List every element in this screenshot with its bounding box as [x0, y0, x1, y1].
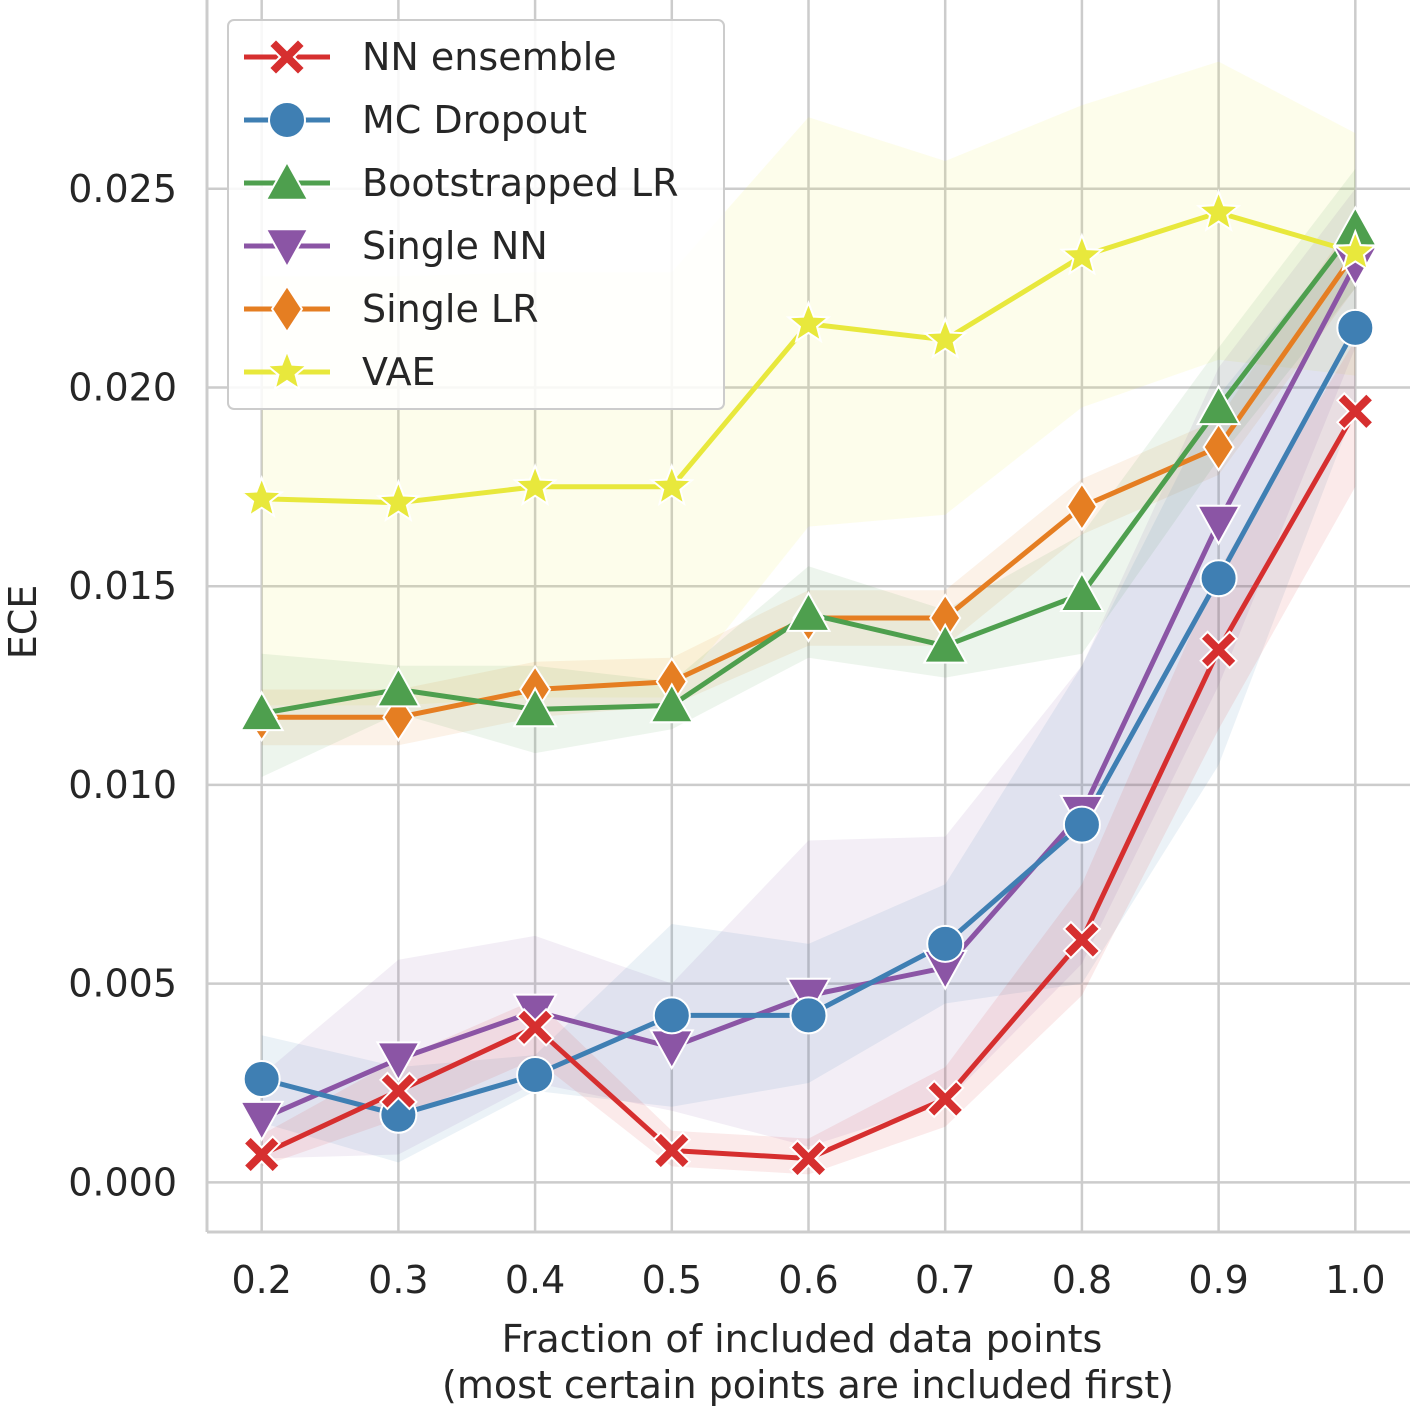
point-mc-dropout	[789, 996, 828, 1035]
point-nn-ensemble	[652, 1131, 692, 1170]
x-tick-label: 0.5	[642, 1258, 702, 1302]
y-tick-label: 0.000	[68, 1160, 177, 1204]
point-bootstrapped-lr	[922, 622, 968, 664]
point-bootstrapped-lr	[1195, 384, 1242, 426]
point-mc-dropout	[516, 1056, 555, 1095]
point-mc-dropout	[926, 924, 965, 963]
point-single-lr	[1202, 422, 1235, 472]
legend-label-vae: VAE	[362, 350, 436, 394]
point-nn-ensemble	[515, 1007, 555, 1047]
point-vae	[922, 316, 968, 360]
legend-label-single-nn: Single NN	[362, 224, 548, 268]
band-bootstrapped-lr	[261, 168, 1356, 777]
point-nn-ensemble	[789, 1139, 828, 1178]
legend-marker-bootstrapped-lr	[264, 159, 310, 201]
x-tick-label: 0.8	[1052, 1258, 1112, 1302]
point-nn-ensemble	[1335, 391, 1375, 431]
band-nn-ensemble	[261, 339, 1356, 1175]
point-mc-dropout	[1199, 559, 1238, 598]
point-nn-ensemble	[1062, 920, 1102, 960]
point-nn-ensemble	[1199, 630, 1239, 670]
y-axis-label: ECE	[1, 585, 45, 660]
legend-label-nn-ensemble: NN ensemble	[362, 35, 617, 79]
x-tick-label: 0.7	[915, 1258, 975, 1302]
legend-marker-vae	[264, 348, 310, 392]
point-vae	[375, 478, 422, 522]
point-single-nn	[375, 1041, 422, 1083]
y-tick-label: 0.010	[68, 763, 177, 807]
y-tick-label: 0.005	[68, 962, 177, 1006]
y-tick-label: 0.020	[68, 365, 177, 409]
legend: NN ensemble MC Dropout Bootstrapped LR Sing…	[227, 19, 725, 410]
band-vae	[261, 61, 1356, 706]
x-tick-label: 0.2	[231, 1258, 291, 1302]
point-nn-ensemble	[378, 1071, 418, 1111]
series-lines	[238, 188, 1379, 1178]
legend-label-single-lr: Single LR	[362, 287, 538, 331]
legend-box	[227, 19, 725, 410]
x-tick-label: 0.3	[368, 1258, 428, 1302]
y-tick-label: 0.025	[68, 167, 177, 211]
point-mc-dropout	[652, 996, 691, 1035]
point-vae	[1332, 228, 1378, 272]
point-single-nn	[238, 1100, 285, 1142]
point-vae	[785, 300, 832, 344]
point-nn-ensemble	[242, 1135, 282, 1174]
axes-frame	[205, 0, 1410, 1234]
point-single-lr	[1065, 481, 1099, 532]
legend-marker-mc-dropout	[268, 101, 306, 139]
point-bootstrapped-lr	[238, 690, 285, 732]
point-bootstrapped-lr	[785, 590, 832, 632]
point-bootstrapped-lr	[375, 666, 422, 708]
point-mc-dropout	[242, 1059, 281, 1098]
tick-labels: 0.2 0.3 0.4 0.5 0.6 0.7 0.8 0.9 1.0 0.000 0.005 0.0…	[68, 167, 1385, 1302]
band-mc-dropout	[261, 228, 1356, 1163]
x-tick-label: 0.4	[505, 1258, 565, 1302]
y-tick-label: 0.015	[68, 564, 177, 608]
x-axis-label-line2: (most certain points are included first)	[442, 1363, 1174, 1407]
point-bootstrapped-lr	[1059, 571, 1105, 612]
point-nn-ensemble	[925, 1079, 965, 1119]
point-vae	[239, 475, 285, 519]
point-vae	[1059, 232, 1105, 276]
band-single-nn	[261, 188, 1356, 1159]
point-single-nn	[1195, 504, 1242, 546]
legend-marker-single-nn	[264, 228, 310, 270]
x-tick-label: 0.9	[1188, 1258, 1248, 1302]
x-tick-label: 1.0	[1325, 1258, 1385, 1302]
legend-label-mc-dropout: MC Dropout	[362, 98, 587, 142]
point-bootstrapped-lr	[649, 682, 695, 724]
legend-marker-nn-ensemble	[267, 37, 307, 77]
legend-marker-single-lr	[270, 284, 304, 334]
point-mc-dropout	[1062, 805, 1101, 844]
x-tick-label: 0.6	[778, 1258, 838, 1302]
point-vae	[512, 463, 558, 507]
legend-label-bootstrapped-lr: Bootstrapped LR	[362, 161, 678, 205]
x-axis-label: Fraction of included data points	[502, 1317, 1103, 1361]
point-vae	[649, 463, 695, 507]
point-mc-dropout	[1336, 308, 1375, 347]
point-vae	[1195, 188, 1242, 232]
point-bootstrapped-lr	[512, 686, 558, 728]
